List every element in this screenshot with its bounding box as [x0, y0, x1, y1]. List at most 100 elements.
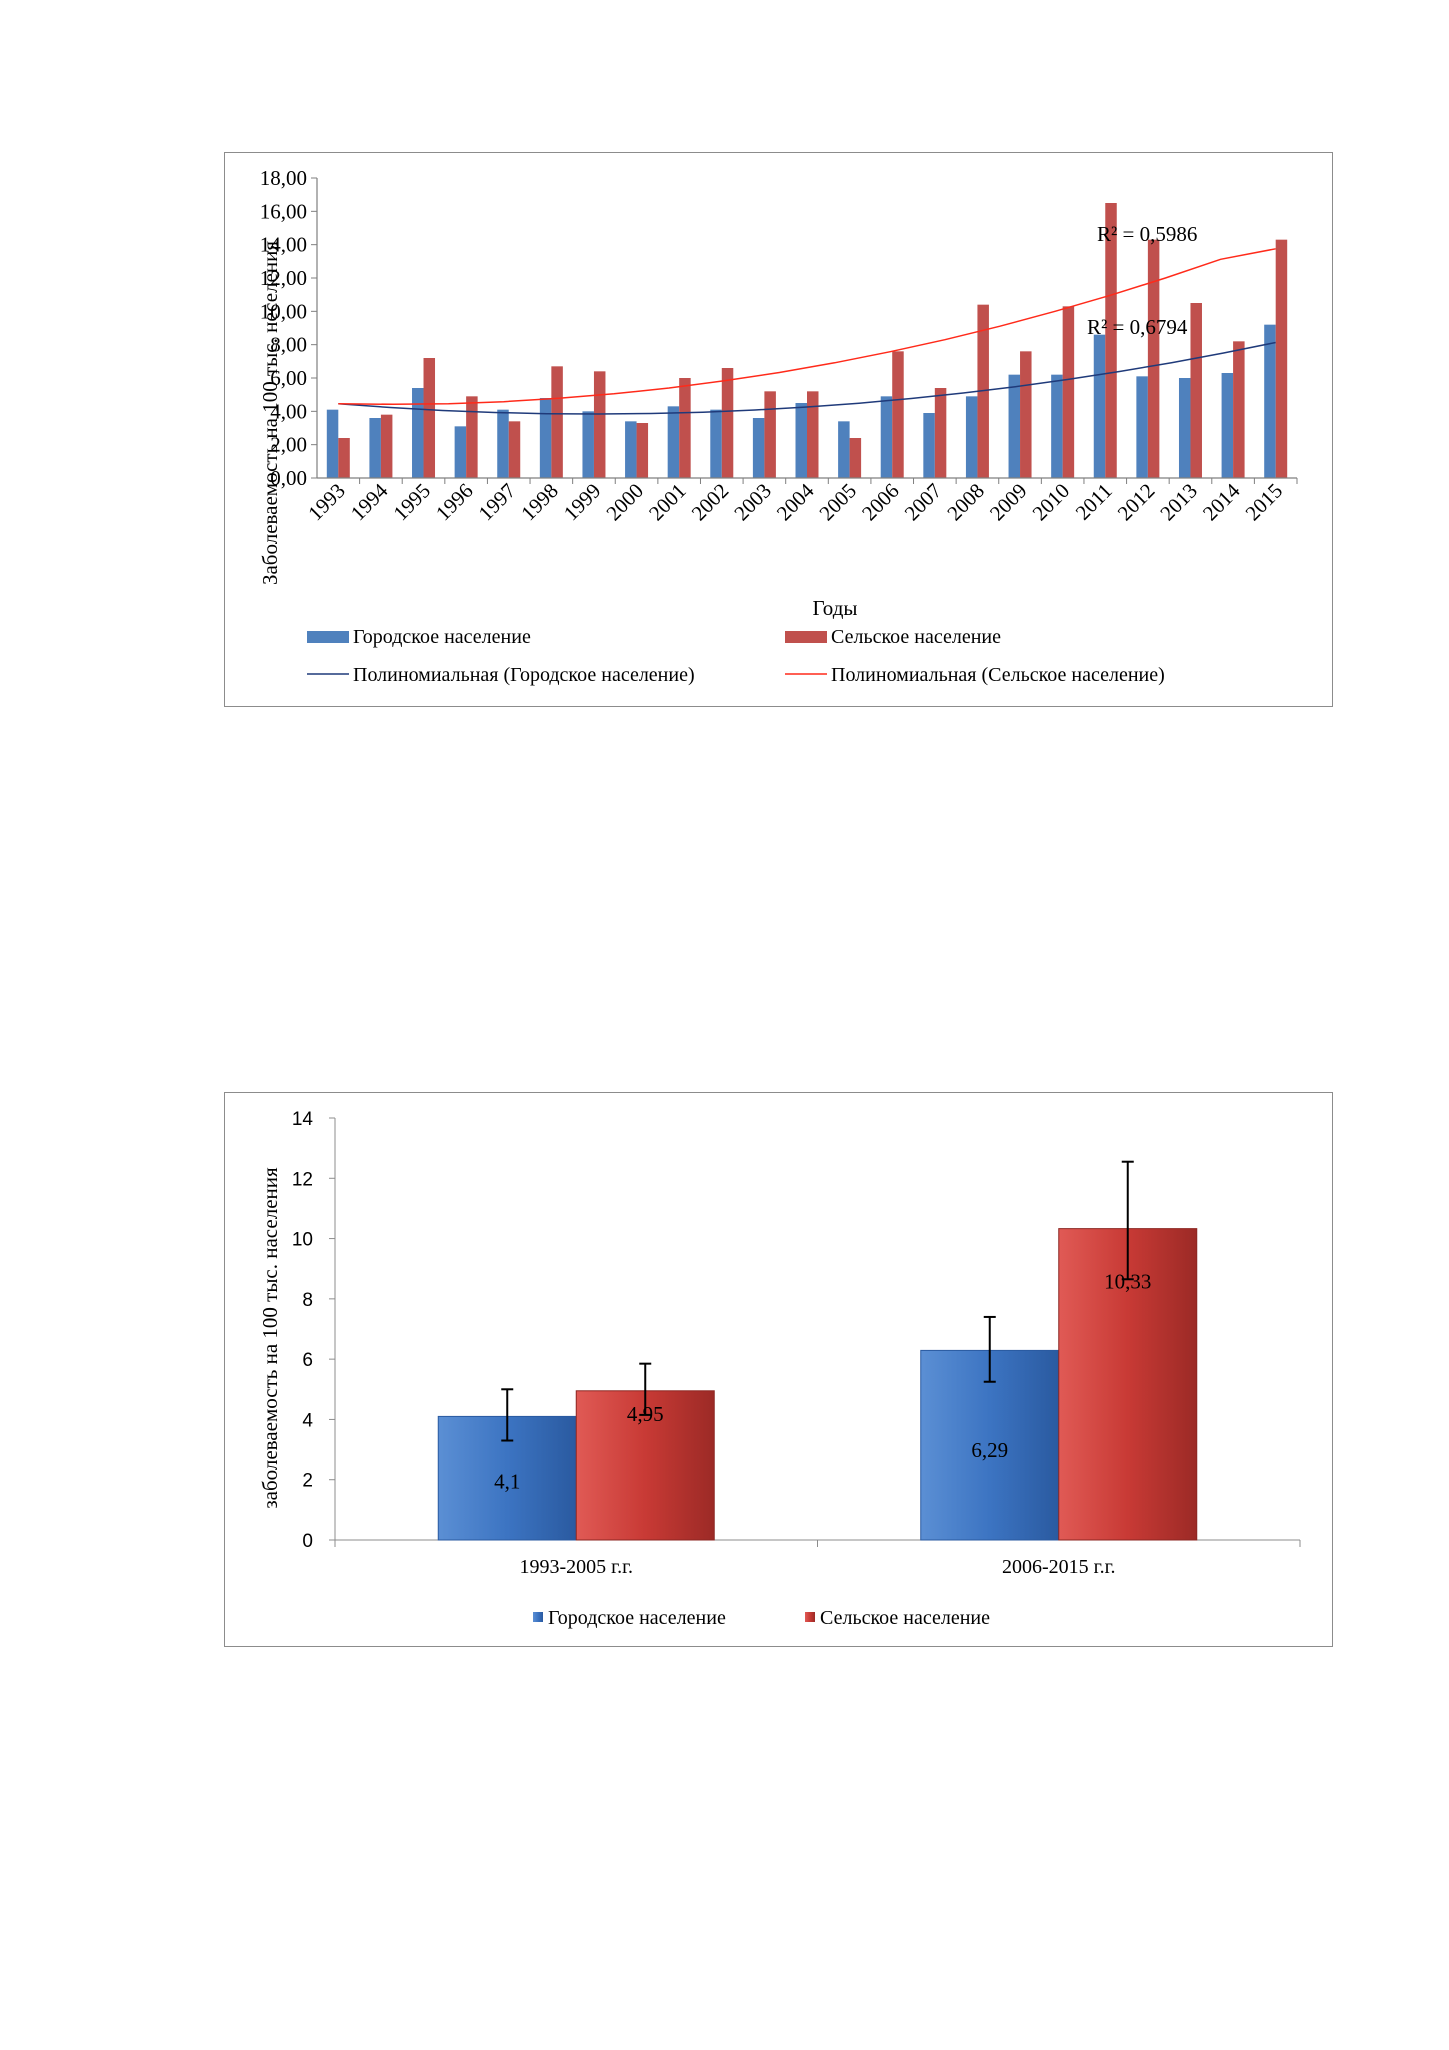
data-label: 4,95: [627, 1402, 664, 1426]
legend-swatch-urban-2: [533, 1612, 543, 1622]
bar-rural: [423, 358, 436, 478]
bar-rural: [807, 391, 819, 478]
chart-1-ytick-label: 10,00: [260, 299, 307, 323]
chart-2-xtick-label: 1993-2005 г.г.: [519, 1556, 633, 1578]
bar-urban: [1051, 374, 1063, 478]
chart-1-xtick-label: 2008: [942, 479, 989, 526]
bar-rural: [636, 423, 649, 478]
bar-urban: [1178, 378, 1191, 478]
chart-1-xtick-label: 2011: [1071, 479, 1117, 525]
chart-1-xtick-label: 1996: [431, 479, 478, 526]
legend-label-urban: Городское население: [353, 626, 531, 648]
legend-label-urban-trend: Полиномиальная (Городское население): [353, 664, 695, 686]
bar-rural: [1275, 239, 1288, 478]
chart-1-ytick-label: 6,00: [270, 366, 307, 390]
bar-rural: [593, 371, 606, 478]
chart-1-xtick-label: 2009: [985, 479, 1032, 526]
chart-2-ytick-label: 6: [302, 1350, 313, 1371]
chart-2-ytick-label: 12: [292, 1169, 313, 1190]
chart-1-xtick-label: 2012: [1113, 479, 1160, 526]
chart-1-ytick-label: 16,00: [260, 199, 307, 223]
legend-label-rural-2: Сельское население: [820, 1607, 990, 1629]
trendline-rural: [338, 248, 1276, 406]
bar-rural: [1190, 303, 1202, 478]
chart-1-xtick-label: 2001: [644, 479, 691, 526]
bar-rural: [1062, 306, 1075, 478]
bar-rural-period: [1058, 1228, 1198, 1541]
chart-1-xtick-label: 2002: [687, 479, 734, 526]
chart-1-xtick-label: 1997: [474, 479, 521, 526]
bar-urban: [710, 409, 722, 478]
bar-urban: [838, 421, 850, 478]
bar-rural: [380, 414, 393, 478]
bar-urban: [1221, 373, 1234, 478]
data-label: 10,33: [1104, 1270, 1151, 1294]
chart-1-xtick-label: 2014: [1198, 478, 1245, 525]
trendline-urban: [338, 341, 1276, 415]
chart-1-ytick-label: 0,00: [270, 466, 307, 490]
chart-1-xtick-label: 1993: [303, 479, 350, 526]
chart-1-ylabel: Заболеваемость на 100 тыс. неселения: [258, 241, 282, 585]
bar-urban: [1136, 376, 1148, 478]
legend-label-urban-2: Городское население: [548, 1607, 726, 1629]
legend-swatch-urban: [307, 631, 349, 643]
chart-2-ytick-label: 2: [302, 1471, 313, 1492]
chart-1-ytick-label: 4,00: [270, 399, 307, 423]
bar-rural: [934, 388, 947, 478]
chart-2-ytick-label: 14: [292, 1109, 314, 1130]
bar-rural: [508, 421, 521, 478]
bar-urban: [880, 396, 893, 478]
chart-2-ylabel: заболеваемость на 100 тыс. населения: [258, 1167, 282, 1509]
bar-rural: [551, 366, 563, 478]
chart-2-ytick-label: 10: [292, 1230, 313, 1251]
bar-rural: [679, 378, 691, 478]
chart-1-xtick-label: 2003: [729, 479, 776, 526]
bar-rural: [338, 438, 350, 478]
chart-1-xtick-label: 2005: [814, 479, 861, 526]
bar-rural: [849, 438, 862, 478]
bar-urban: [412, 388, 424, 478]
data-label: 4,1: [494, 1470, 520, 1494]
chart-incidence-by-period: 0 2 4 6 8 10 12 14 4,1 4,95 6,29 10,33 1993-2005 г…: [224, 1092, 1333, 1647]
chart-1-svg: 0,00 2,00 4,00 6,00 8,00 10,00 12,00 14,00 16,00…: [258, 166, 1298, 686]
bar-urban: [1264, 324, 1276, 478]
chart-1-xtick-label: 2015: [1241, 479, 1288, 526]
chart-1-ytick-label: 2,00: [270, 433, 307, 457]
bar-urban: [454, 426, 467, 478]
chart-1-xlabel: Годы: [813, 596, 858, 620]
bar-urban: [923, 413, 935, 478]
bar-rural: [721, 368, 734, 478]
data-label: 6,29: [971, 1438, 1008, 1462]
chart-2-ytick-label: 4: [302, 1410, 313, 1431]
chart-2-ytick-label: 0: [302, 1531, 313, 1552]
chart-1-xtick-label: 1994: [346, 478, 393, 525]
chart-1-ytick-label: 14,00: [260, 233, 307, 257]
bar-rural: [1105, 203, 1117, 478]
bar-urban: [326, 409, 339, 478]
chart-1-xtick-label: 2013: [1155, 479, 1202, 526]
bar-urban: [965, 396, 978, 478]
bar-urban: [582, 411, 594, 478]
chart-1-xtick-label: 1998: [516, 479, 563, 526]
legend-swatch-rural: [785, 631, 827, 643]
legend-label-rural-trend: Полиномиальная (Сельское население): [831, 664, 1165, 686]
bar-urban: [1008, 374, 1021, 478]
bar-urban: [795, 403, 807, 478]
bar-urban: [667, 406, 680, 478]
bar-rural: [1147, 239, 1160, 478]
chart-2-svg: 0 2 4 6 8 10 12 14 4,1 4,95 6,29 10,33 1993-2005 г…: [258, 1109, 1301, 1629]
chart-1-r2-urban: R² = 0,6794: [1087, 315, 1188, 339]
chart-1-xtick-label: 2006: [857, 479, 904, 526]
bar-rural: [1233, 341, 1245, 478]
chart-1-xtick-label: 2010: [1028, 479, 1075, 526]
chart-1-xtick-label: 2004: [772, 478, 819, 525]
chart-incidence-by-year: 0,00 2,00 4,00 6,00 8,00 10,00 12,00 14,00 16,00…: [224, 152, 1333, 707]
bar-rural: [764, 391, 776, 478]
chart-1-xtick-label: 1995: [388, 479, 435, 526]
bar-urban: [625, 421, 637, 478]
chart-2-ytick-label: 8: [302, 1290, 313, 1311]
chart-1-xtick-label: 1999: [559, 479, 606, 526]
chart-2-xtick-label: 2006-2015 г.г.: [1002, 1556, 1116, 1578]
legend-label-rural: Сельское население: [831, 626, 1001, 648]
bar-rural: [466, 396, 478, 478]
